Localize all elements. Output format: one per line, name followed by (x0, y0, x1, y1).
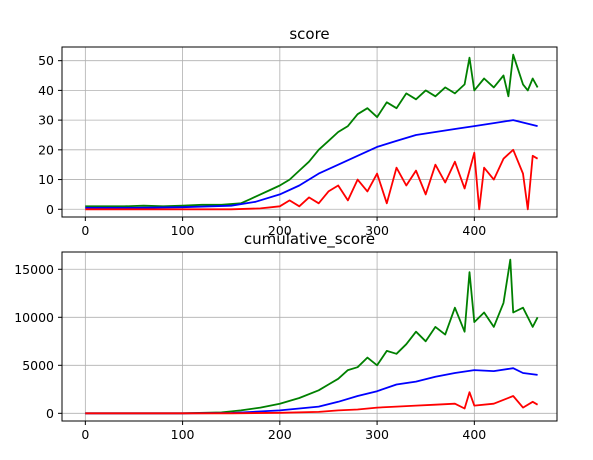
series-line-2 (85, 148, 539, 211)
y-tick-label: 10 (38, 172, 54, 187)
series-line-1 (85, 119, 538, 209)
series-line-0 (85, 53, 539, 208)
y-tick-label: 0 (46, 406, 54, 421)
y-tick-label: 30 (38, 113, 54, 128)
y-tick-label: 40 (38, 83, 54, 98)
x-tick-label: 0 (81, 223, 89, 238)
series-line-1 (85, 367, 538, 415)
y-tick-label: 50 (38, 53, 54, 68)
x-tick-label: 400 (462, 427, 486, 442)
x-tick-label: 200 (268, 223, 292, 238)
series-line-2 (85, 391, 539, 415)
axes-frame (61, 251, 558, 422)
y-tick-label: 20 (38, 142, 54, 157)
score-subplot: 0 100 200 300 400 0 10 20 30 40 50 score (38, 25, 558, 238)
x-tick-label: 100 (171, 223, 195, 238)
y-tick-label: 5000 (22, 358, 54, 373)
chart-title: score (289, 25, 329, 43)
series-line-0 (85, 258, 539, 415)
y-tick-label: 10000 (14, 310, 54, 325)
x-tick-label: 400 (462, 223, 486, 238)
x-tick-label: 300 (365, 427, 389, 442)
y-tick-label: 0 (46, 202, 54, 217)
x-tick-label: 200 (268, 427, 292, 442)
y-tick-label: 15000 (14, 262, 54, 277)
x-tick-label: 0 (81, 427, 89, 442)
x-tick-label: 100 (171, 427, 195, 442)
x-tick-label: 300 (365, 223, 389, 238)
chart-title: cumulative_score (244, 230, 375, 249)
axes-frame (61, 46, 558, 218)
cumulative-score-subplot: 0 100 200 300 400 0 5000 10000 15000 cumulative_s… (14, 230, 558, 442)
